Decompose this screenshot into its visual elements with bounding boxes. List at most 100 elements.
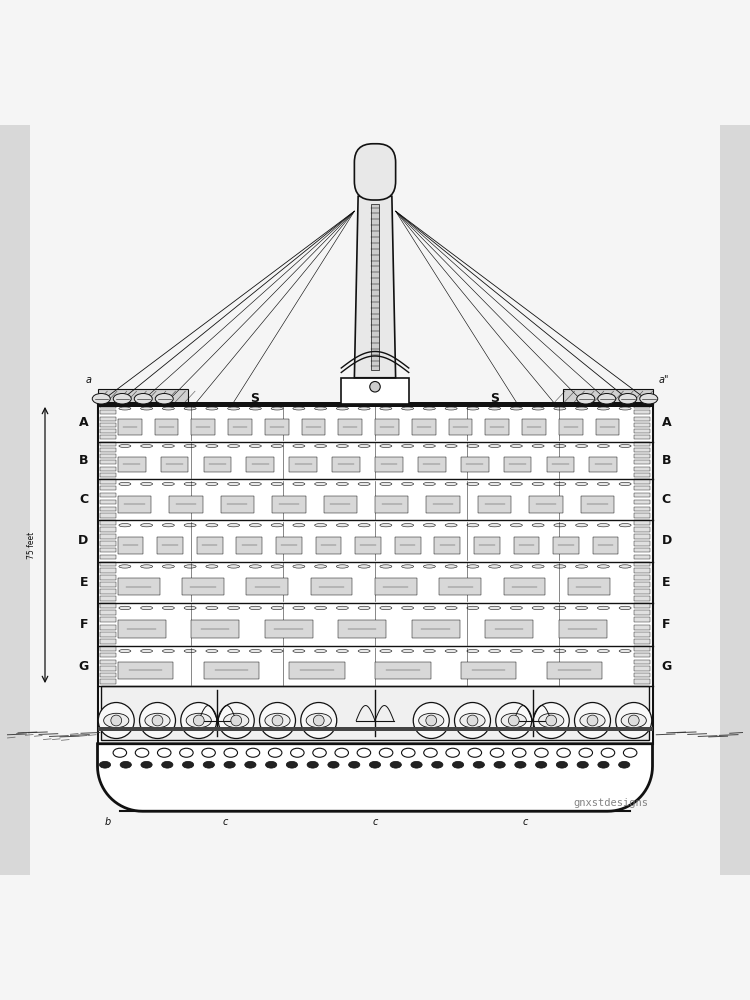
Bar <box>100 589 116 594</box>
Ellipse shape <box>446 565 457 568</box>
Ellipse shape <box>446 407 457 410</box>
Ellipse shape <box>467 482 478 486</box>
Ellipse shape <box>224 713 249 728</box>
Ellipse shape <box>511 565 522 568</box>
Bar <box>265 419 289 435</box>
Ellipse shape <box>511 444 522 448</box>
Bar <box>100 624 116 630</box>
Ellipse shape <box>250 606 261 610</box>
Ellipse shape <box>535 748 548 757</box>
Bar <box>246 578 288 595</box>
Ellipse shape <box>402 444 413 448</box>
Bar <box>100 448 116 452</box>
Bar <box>596 419 619 435</box>
Ellipse shape <box>598 482 609 486</box>
Polygon shape <box>562 389 652 404</box>
Bar <box>100 500 116 504</box>
Bar <box>634 442 650 446</box>
Bar <box>100 435 116 439</box>
Bar <box>394 537 421 554</box>
Text: gnxstdesigns: gnxstdesigns <box>574 798 649 808</box>
Ellipse shape <box>315 407 326 410</box>
Ellipse shape <box>141 761 152 768</box>
Circle shape <box>111 715 122 726</box>
Bar <box>547 662 602 679</box>
Ellipse shape <box>268 748 282 757</box>
Bar <box>634 500 650 504</box>
Ellipse shape <box>99 761 111 768</box>
Bar <box>634 448 650 452</box>
Ellipse shape <box>554 444 566 448</box>
Bar <box>118 419 142 435</box>
Bar <box>290 456 317 472</box>
Ellipse shape <box>598 444 609 448</box>
Ellipse shape <box>620 565 631 568</box>
Ellipse shape <box>250 444 261 448</box>
Ellipse shape <box>424 649 435 653</box>
Ellipse shape <box>293 524 304 527</box>
Ellipse shape <box>620 606 631 610</box>
Bar <box>191 419 215 435</box>
Ellipse shape <box>228 649 239 653</box>
Ellipse shape <box>113 393 131 404</box>
Bar <box>100 646 116 651</box>
Ellipse shape <box>576 524 587 527</box>
Bar <box>474 537 500 554</box>
Text: A: A <box>79 416 88 429</box>
Ellipse shape <box>380 482 392 486</box>
Bar <box>634 568 650 573</box>
Ellipse shape <box>514 761 526 768</box>
Ellipse shape <box>119 482 130 486</box>
Bar <box>100 486 116 490</box>
Ellipse shape <box>489 444 500 448</box>
Ellipse shape <box>579 748 592 757</box>
Bar <box>100 454 116 458</box>
Ellipse shape <box>467 407 478 410</box>
Circle shape <box>314 715 324 726</box>
Ellipse shape <box>307 761 318 768</box>
Ellipse shape <box>538 713 564 728</box>
Ellipse shape <box>349 761 360 768</box>
Ellipse shape <box>250 407 261 410</box>
Ellipse shape <box>511 649 522 653</box>
Polygon shape <box>98 389 188 404</box>
Ellipse shape <box>554 565 566 568</box>
Ellipse shape <box>380 524 392 527</box>
Text: c: c <box>372 817 378 827</box>
Bar <box>634 513 650 518</box>
Bar <box>100 673 116 677</box>
Ellipse shape <box>489 606 500 610</box>
Ellipse shape <box>419 713 444 728</box>
Bar <box>246 456 274 472</box>
Bar <box>592 537 619 554</box>
Text: 75 feet: 75 feet <box>27 531 36 559</box>
Circle shape <box>231 715 242 726</box>
Bar <box>356 537 381 554</box>
Ellipse shape <box>511 407 522 410</box>
Ellipse shape <box>119 606 130 610</box>
Ellipse shape <box>402 606 413 610</box>
Ellipse shape <box>576 565 587 568</box>
Bar <box>418 456 446 472</box>
Ellipse shape <box>490 748 504 757</box>
Ellipse shape <box>424 482 435 486</box>
Circle shape <box>194 715 204 726</box>
Bar <box>634 404 650 408</box>
Ellipse shape <box>424 606 435 610</box>
Ellipse shape <box>424 524 435 527</box>
Ellipse shape <box>467 649 478 653</box>
Bar <box>100 555 116 559</box>
Ellipse shape <box>272 649 283 653</box>
Ellipse shape <box>141 482 152 486</box>
Ellipse shape <box>620 407 631 410</box>
Ellipse shape <box>411 761 422 768</box>
Bar <box>485 419 509 435</box>
Ellipse shape <box>424 748 437 757</box>
Ellipse shape <box>184 565 196 568</box>
Bar <box>412 620 460 638</box>
Ellipse shape <box>315 444 326 448</box>
Ellipse shape <box>250 524 261 527</box>
Ellipse shape <box>182 761 194 768</box>
Ellipse shape <box>155 393 173 404</box>
Bar <box>634 666 650 670</box>
